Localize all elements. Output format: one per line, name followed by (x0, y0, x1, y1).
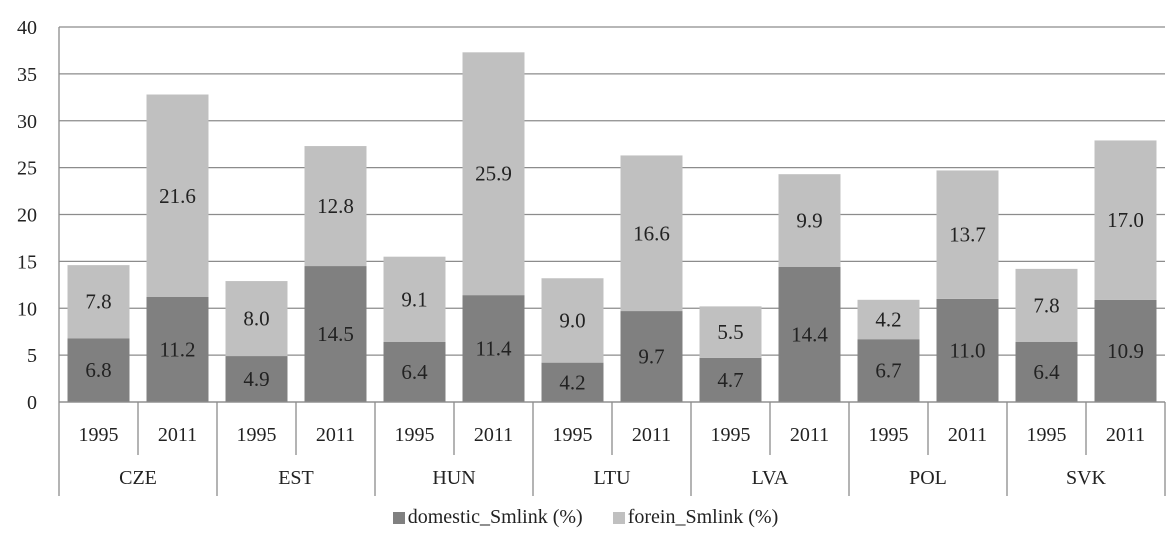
data-label-forein: 9.0 (559, 308, 585, 332)
data-label-domestic: 11.2 (160, 338, 196, 362)
data-label-domestic: 6.8 (85, 358, 111, 382)
bar-forein (620, 155, 683, 312)
legend-item-forein: forein_Smlink (%) (612, 506, 779, 529)
x-tick-label-year: 1995 (553, 424, 593, 446)
y-tick-label: 10 (17, 298, 37, 320)
data-label-forein: 7.8 (1033, 293, 1059, 317)
bar-domestic (1094, 299, 1157, 402)
data-label-domestic: 9.7 (638, 345, 664, 369)
x-tick-label-year: 2011 (474, 424, 513, 446)
x-tick-label-year: 1995 (395, 424, 435, 446)
y-tick-label: 0 (27, 392, 37, 414)
data-label-domestic: 6.7 (875, 359, 901, 383)
x-group-label: LTU (593, 467, 631, 489)
bar-domestic (1015, 342, 1078, 402)
data-label-forein: 21.6 (159, 184, 196, 208)
bar-domestic (620, 311, 683, 402)
data-label-domestic: 11.4 (476, 337, 512, 361)
bar-forein (1094, 140, 1157, 300)
data-label-domestic: 4.2 (559, 370, 585, 394)
x-tick-label-year: 1995 (711, 424, 751, 446)
x-tick-label-year: 2011 (1106, 424, 1145, 446)
legend-swatch-domestic (392, 511, 405, 524)
bar-forein (857, 299, 920, 340)
data-label-domestic: 14.4 (791, 323, 828, 347)
y-tick-label: 25 (17, 158, 37, 180)
y-tick-label: 20 (17, 205, 37, 227)
x-group-label: SVK (1066, 467, 1107, 489)
data-label-forein: 16.6 (633, 221, 670, 245)
bar-forein (462, 52, 525, 296)
x-tick-label-year: 1995 (237, 424, 277, 446)
bar-forein (778, 174, 841, 267)
legend-label-domestic: domestic_Smlink (%) (407, 506, 583, 528)
bar-domestic (541, 362, 604, 402)
x-tick-label-year: 1995 (869, 424, 909, 446)
bar-forein (936, 170, 999, 299)
bar-forein (1015, 268, 1078, 342)
bar-domestic (304, 266, 367, 402)
data-label-domestic: 14.5 (317, 322, 354, 346)
y-tick-label: 15 (17, 251, 37, 273)
x-group-label: CZE (119, 467, 157, 489)
y-tick-label: 40 (17, 17, 37, 39)
data-label-domestic: 4.7 (717, 368, 743, 392)
chart-legend: domestic_Smlink (%) forein_Smlink (%) (0, 506, 1171, 529)
x-tick-label-year: 2011 (316, 424, 355, 446)
x-tick-label-year: 2011 (632, 424, 671, 446)
data-label-domestic: 6.4 (401, 360, 428, 384)
legend-item-domestic: domestic_Smlink (%) (392, 506, 583, 529)
y-tick-label: 35 (17, 64, 37, 86)
x-tick-label-year: 2011 (790, 424, 829, 446)
data-label-forein: 8.0 (243, 307, 269, 331)
y-tick-label: 30 (17, 111, 37, 133)
data-label-domestic: 6.4 (1033, 360, 1060, 384)
bar-forein (225, 281, 288, 357)
bar-domestic (383, 342, 446, 402)
data-label-forein: 5.5 (717, 320, 743, 344)
x-tick-label-year: 2011 (158, 424, 197, 446)
data-label-forein: 7.8 (85, 290, 111, 314)
x-group-label: EST (278, 467, 314, 489)
bar-domestic (857, 339, 920, 402)
bar-domestic (225, 356, 288, 402)
bar-forein (304, 146, 367, 267)
data-label-domestic: 11.0 (950, 338, 986, 362)
x-group-label: POL (909, 467, 947, 489)
data-label-forein: 12.8 (317, 194, 354, 218)
data-label-forein: 9.1 (401, 287, 427, 311)
bar-forein (699, 306, 762, 358)
data-label-domestic: 4.9 (243, 367, 269, 391)
bar-forein (541, 278, 604, 363)
y-tick-label: 5 (27, 345, 37, 367)
x-tick-label-year: 1995 (79, 424, 119, 446)
bar-domestic (462, 295, 525, 402)
bar-forein (146, 94, 209, 297)
legend-swatch-forein (612, 511, 625, 524)
data-label-forein: 9.9 (796, 209, 822, 233)
data-label-domestic: 10.9 (1107, 339, 1144, 363)
data-label-forein: 25.9 (475, 162, 512, 186)
legend-label-forein: forein_Smlink (%) (627, 506, 779, 528)
bar-domestic (67, 338, 130, 402)
bar-domestic (778, 267, 841, 402)
data-label-forein: 17.0 (1107, 208, 1144, 232)
data-label-forein: 4.2 (875, 308, 901, 332)
bar-domestic (936, 298, 999, 402)
bar-domestic (699, 357, 762, 402)
bar-forein (67, 265, 130, 339)
x-tick-label-year: 2011 (948, 424, 987, 446)
x-group-label: LVA (752, 467, 789, 489)
data-label-forein: 13.7 (949, 223, 986, 247)
x-group-label: HUN (432, 467, 475, 489)
bar-domestic (146, 297, 209, 402)
x-tick-label-year: 1995 (1027, 424, 1067, 446)
bar-forein (383, 256, 446, 342)
